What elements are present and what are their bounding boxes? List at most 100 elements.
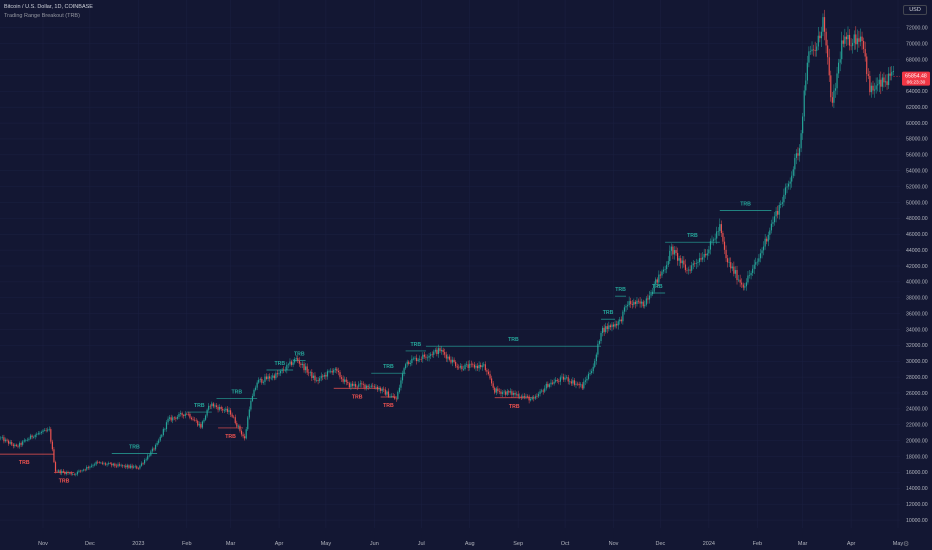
- candle[interactable]: [398, 384, 400, 394]
- candle[interactable]: [165, 420, 168, 432]
- candle[interactable]: [644, 300, 646, 309]
- candle[interactable]: [677, 247, 679, 266]
- candle[interactable]: [187, 411, 189, 417]
- candle[interactable]: [878, 73, 880, 93]
- candle[interactable]: [144, 458, 146, 466]
- candle[interactable]: [847, 26, 849, 46]
- candle[interactable]: [495, 386, 497, 396]
- candle[interactable]: [361, 380, 363, 388]
- candle[interactable]: [179, 410, 182, 417]
- candle[interactable]: [212, 402, 214, 409]
- candle[interactable]: [23, 438, 25, 443]
- candle[interactable]: [691, 261, 693, 273]
- candle[interactable]: [817, 27, 819, 51]
- candle[interactable]: [481, 362, 483, 371]
- candle[interactable]: [744, 283, 746, 291]
- candle[interactable]: [125, 463, 127, 470]
- candle[interactable]: [714, 233, 716, 242]
- candle[interactable]: [645, 296, 647, 307]
- candle[interactable]: [673, 246, 676, 260]
- candle[interactable]: [309, 370, 311, 377]
- candle[interactable]: [34, 433, 36, 440]
- candle[interactable]: [820, 26, 823, 47]
- candle[interactable]: [153, 447, 155, 452]
- candle[interactable]: [778, 202, 780, 220]
- candle[interactable]: [508, 389, 510, 395]
- candle[interactable]: [262, 380, 264, 385]
- candle[interactable]: [722, 230, 724, 245]
- candle[interactable]: [791, 171, 793, 188]
- candle[interactable]: [576, 381, 579, 386]
- candle[interactable]: [126, 463, 128, 470]
- candle[interactable]: [90, 463, 93, 468]
- candle[interactable]: [200, 422, 202, 429]
- candle[interactable]: [139, 464, 141, 470]
- candle[interactable]: [712, 237, 715, 246]
- candle[interactable]: [84, 468, 86, 472]
- candle[interactable]: [131, 463, 133, 470]
- candle[interactable]: [720, 220, 722, 238]
- candle[interactable]: [281, 367, 283, 374]
- candle[interactable]: [811, 41, 813, 55]
- candle[interactable]: [351, 380, 354, 388]
- candle[interactable]: [544, 385, 546, 393]
- candle[interactable]: [503, 389, 505, 395]
- candle[interactable]: [405, 362, 407, 370]
- candle[interactable]: [777, 205, 779, 219]
- candle[interactable]: [86, 465, 88, 471]
- candle[interactable]: [20, 441, 22, 448]
- candle[interactable]: [725, 245, 727, 262]
- candle[interactable]: [836, 66, 838, 95]
- candle[interactable]: [445, 351, 447, 362]
- candle[interactable]: [845, 32, 848, 46]
- candle[interactable]: [140, 461, 143, 467]
- candle[interactable]: [864, 41, 866, 62]
- candle[interactable]: [104, 461, 107, 467]
- candle[interactable]: [809, 45, 812, 55]
- candle[interactable]: [647, 294, 649, 304]
- candle[interactable]: [741, 278, 743, 288]
- candle[interactable]: [584, 377, 586, 386]
- candle[interactable]: [426, 354, 429, 362]
- candle[interactable]: [728, 257, 730, 267]
- candle[interactable]: [43, 428, 46, 432]
- candle[interactable]: [154, 443, 157, 452]
- candle[interactable]: [598, 339, 601, 346]
- candle[interactable]: [637, 298, 640, 304]
- candle[interactable]: [516, 391, 518, 397]
- candle[interactable]: [353, 381, 355, 390]
- candle[interactable]: [14, 443, 16, 448]
- candle[interactable]: [223, 408, 225, 414]
- candle[interactable]: [120, 463, 122, 468]
- candle[interactable]: [414, 355, 416, 361]
- candle[interactable]: [28, 437, 30, 442]
- candle[interactable]: [822, 13, 824, 37]
- candle[interactable]: [397, 390, 399, 401]
- candle[interactable]: [642, 299, 644, 309]
- candle[interactable]: [147, 453, 149, 461]
- candle[interactable]: [56, 469, 58, 473]
- candle[interactable]: [880, 71, 882, 95]
- candle[interactable]: [369, 383, 371, 389]
- candle[interactable]: [694, 260, 696, 268]
- candle[interactable]: [319, 376, 321, 384]
- candle[interactable]: [523, 393, 526, 400]
- candle[interactable]: [600, 331, 602, 344]
- candle[interactable]: [825, 28, 827, 54]
- candle[interactable]: [367, 384, 369, 391]
- candle[interactable]: [289, 358, 291, 367]
- candle[interactable]: [881, 73, 883, 92]
- candle[interactable]: [203, 418, 205, 424]
- candle[interactable]: [667, 256, 669, 268]
- candle[interactable]: [859, 28, 862, 47]
- candle[interactable]: [717, 227, 719, 236]
- candle[interactable]: [652, 287, 654, 297]
- candle[interactable]: [386, 390, 388, 397]
- candle[interactable]: [606, 323, 608, 334]
- candle[interactable]: [186, 412, 188, 416]
- candle[interactable]: [808, 46, 810, 68]
- candle[interactable]: [823, 9, 826, 41]
- candle[interactable]: [83, 468, 85, 472]
- candle[interactable]: [470, 360, 472, 368]
